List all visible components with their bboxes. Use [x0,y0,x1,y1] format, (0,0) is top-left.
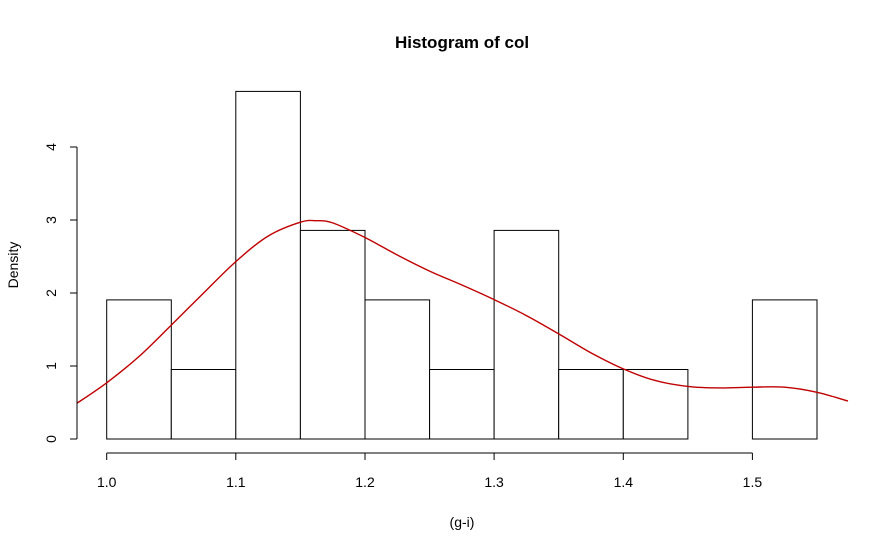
histogram-bar-3 [299,229,366,440]
histogram-bar-10 [751,299,818,440]
chart-title: Histogram of col [395,33,529,52]
y-axis: 0 1 2 3 4 [43,143,78,443]
y-tick-label: 3 [43,216,59,224]
histogram-bar-1 [170,369,237,440]
x-tick-label: 1.3 [484,474,504,490]
y-tick-label: 2 [43,289,59,297]
x-tick-label: 1.1 [226,474,246,490]
x-tick-label: 1.2 [355,474,375,490]
x-tick-label: 1.4 [614,474,634,490]
y-tick-label: 4 [43,143,59,151]
x-axis: 1.0 1.1 1.2 1.3 1.4 1.5 [97,452,763,490]
x-axis-label: (g-i) [450,514,475,530]
x-tick-label: 1.0 [97,474,117,490]
histogram-bar-0 [106,299,172,440]
y-tick-label: 1 [43,362,59,370]
histogram-bar-7 [558,369,624,440]
histogram-bar-5 [429,369,495,440]
density-curve [76,219,849,404]
y-tick-label: 0 [43,435,59,443]
histogram-bar-4 [364,299,431,440]
histogram-bar-6 [493,229,560,440]
histogram-bar-2 [235,90,301,440]
x-tick-label: 1.5 [743,474,763,490]
histogram-bars [106,90,818,440]
y-axis-label: Density [5,242,21,289]
